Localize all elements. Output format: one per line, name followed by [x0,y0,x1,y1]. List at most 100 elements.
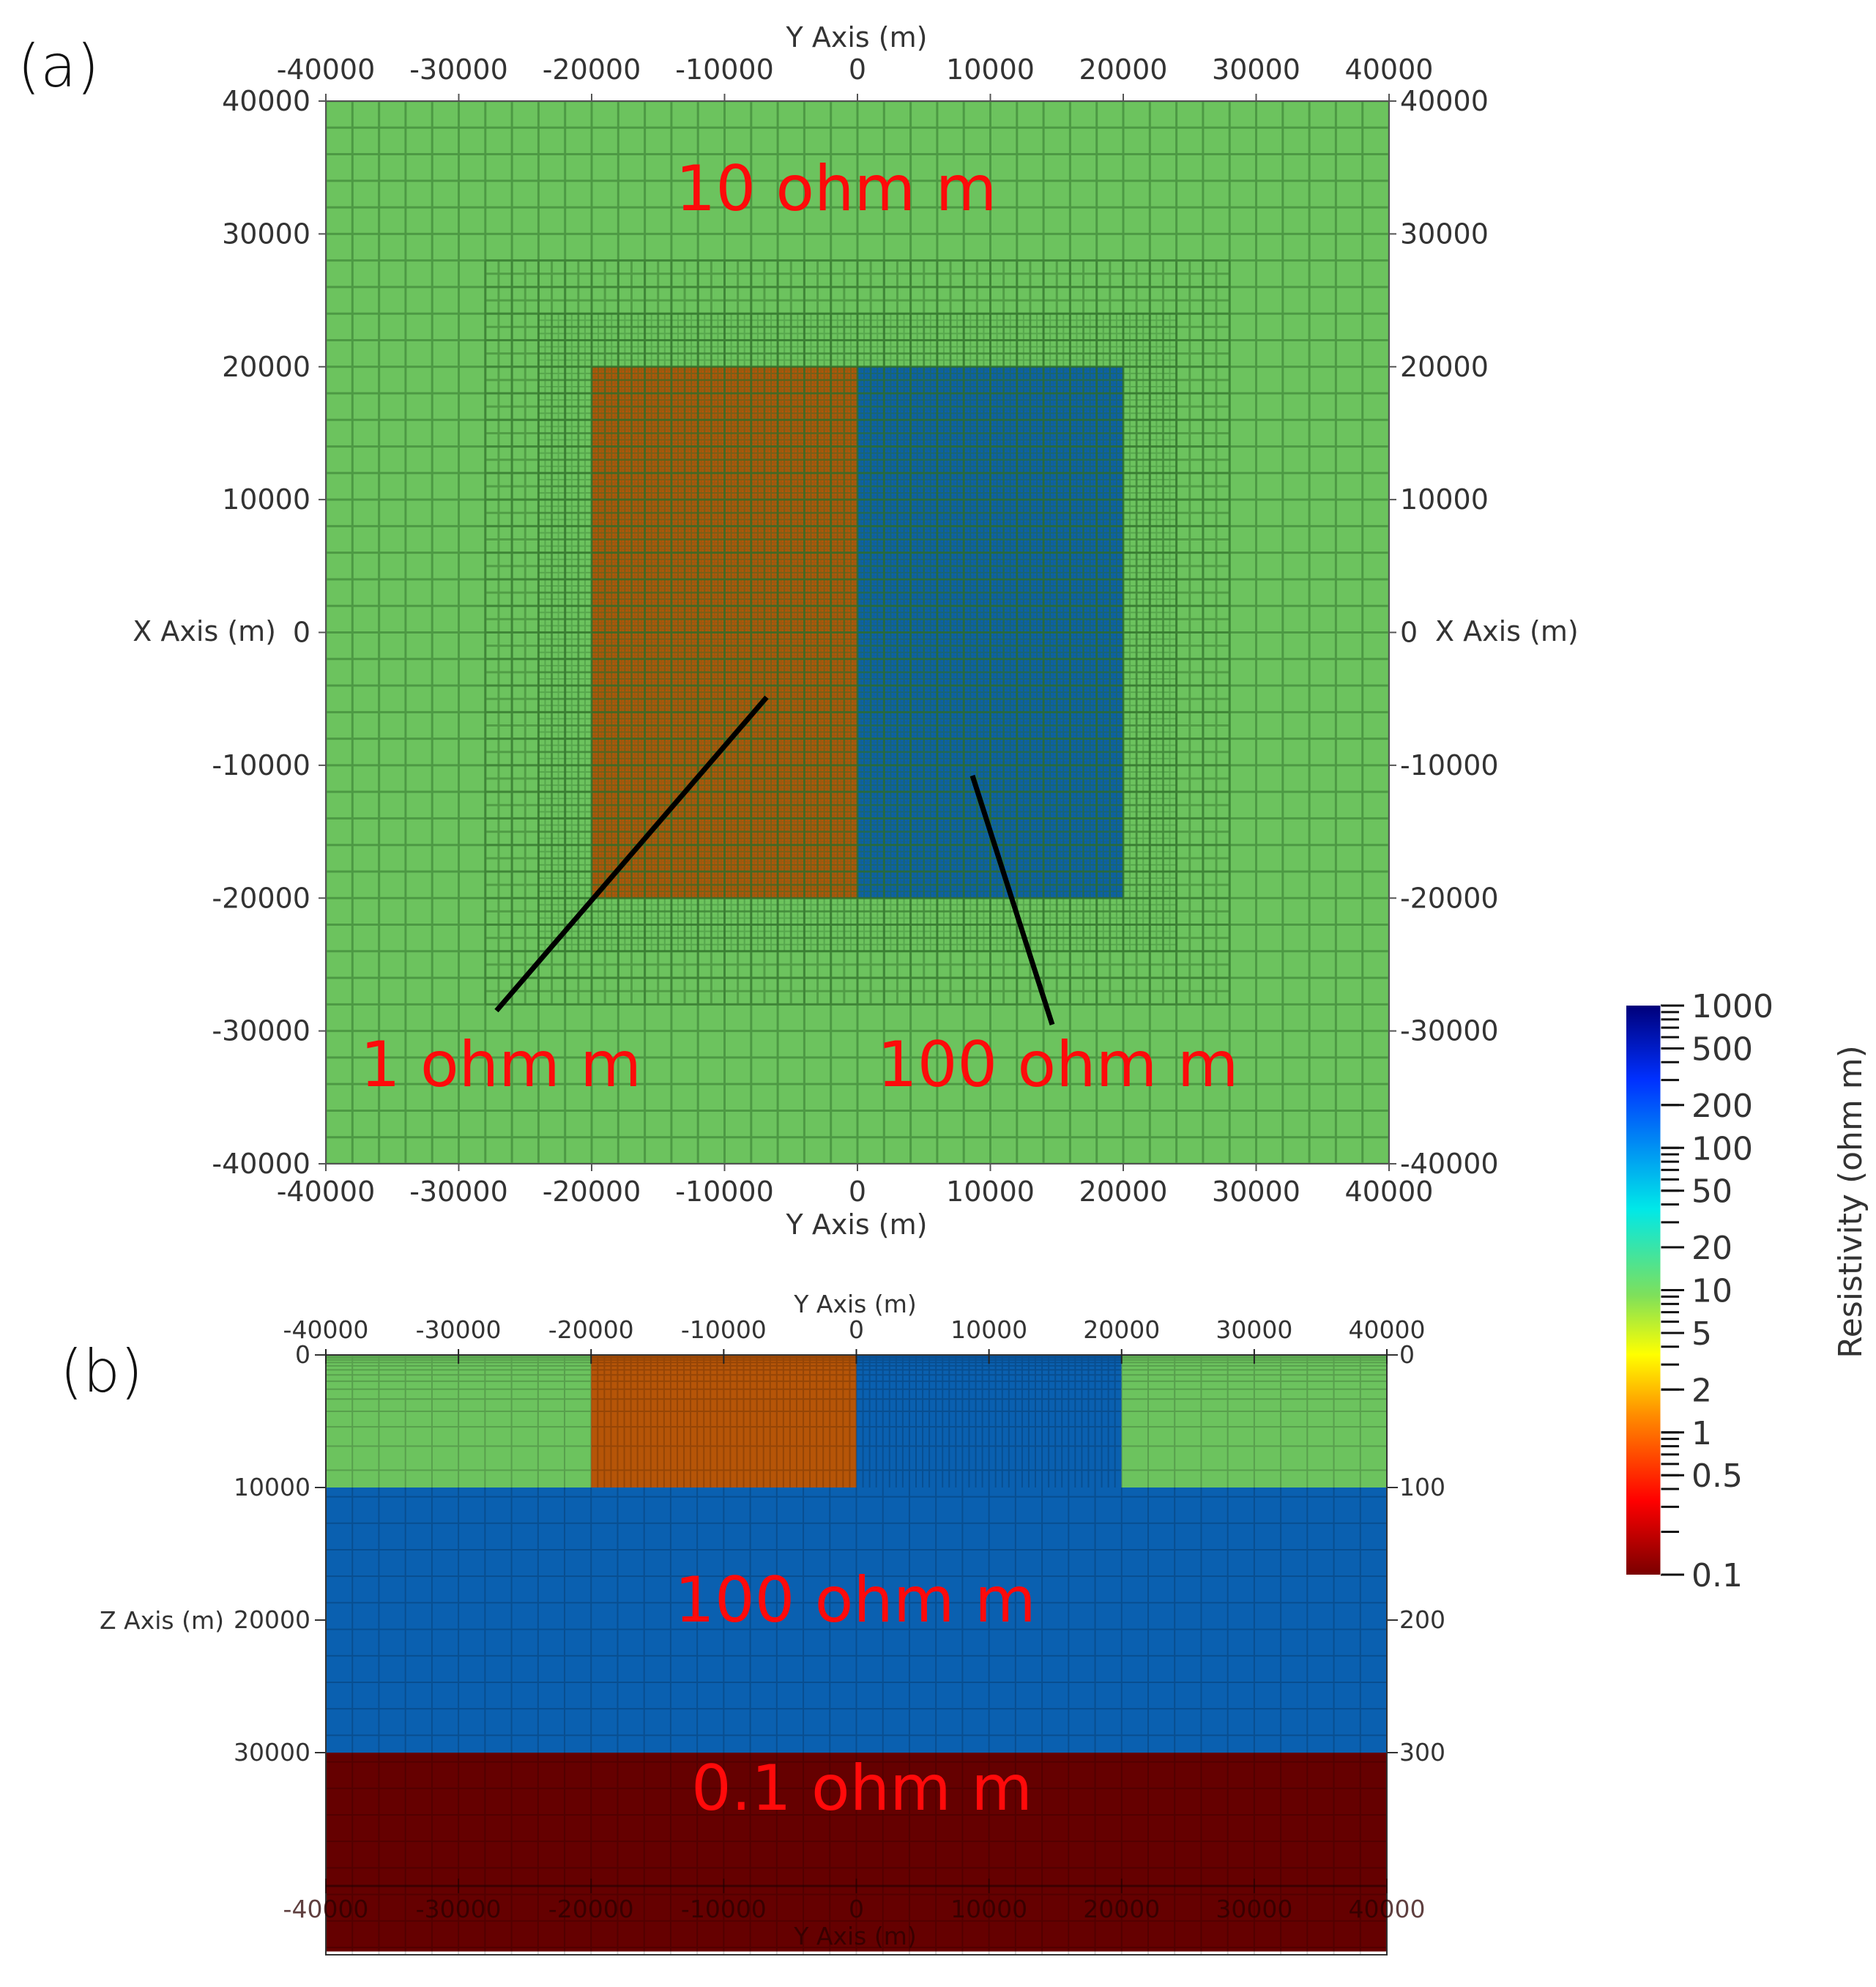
top-tick-label: -30000 [416,1315,502,1344]
layer-1-ohm [591,1355,857,1488]
right-tick-label: 300 [1399,1738,1445,1767]
top-tick-label: 20000 [1079,53,1168,86]
bottom-tick-label: -30000 [409,1176,508,1208]
bottom-tick-label: 0 [849,1895,864,1923]
annotation-0-1-ohm-layer: 0.1 ohm m [691,1752,1032,1825]
left-tick-label: -30000 [212,1015,310,1047]
bottom-tick-label: 40000 [1345,1176,1434,1208]
left-tick-label: 20000 [222,351,310,383]
bottom-tick-label: -20000 [543,1176,641,1208]
top-tick-label: 20000 [1083,1315,1160,1344]
top-tick-label: -30000 [409,53,508,86]
bottom-tick-label: -30000 [416,1895,502,1923]
left-tick-label: 10000 [234,1473,310,1501]
bottom-tick-label: 10000 [950,1895,1027,1923]
colorbar-tick-label: 500 [1691,1030,1753,1068]
left-tick-label: -40000 [212,1148,310,1180]
colorbar-tick-label: 100 [1691,1130,1753,1167]
colorbar-tick-label: 0.5 [1691,1457,1743,1495]
top-tick-label: 40000 [1345,53,1434,86]
layer-10-ohm [326,1355,592,1488]
bottom-tick-label: 10000 [946,1176,1035,1208]
left-tick-label: 20000 [234,1605,310,1634]
top-tick-label: 30000 [1212,53,1300,86]
colorbar-tick-label: 1 [1691,1415,1712,1452]
bottom-tick-label: -20000 [548,1895,634,1923]
colorbar-title: Resistivity (ohm m) [1832,1045,1869,1359]
panel-label-a: (a) [18,32,99,100]
panel-b-left-axis-title: Z Axis (m) [100,1606,224,1635]
right-tick-label: 100 [1399,1473,1445,1501]
top-tick-label: 0 [849,53,866,86]
mesh-lines [537,313,1177,952]
annotation-100-ohm-layer: 100 ohm m [674,1564,1036,1637]
panel-label-b: (b) [60,1337,143,1405]
colorbar-tick-label: 1000 [1691,988,1773,1025]
top-tick-label: 0 [849,1315,864,1344]
colorbar-tick-label: 10 [1691,1273,1732,1310]
left-tick-label: -20000 [212,882,310,914]
bottom-tick-label: 20000 [1083,1895,1160,1923]
left-tick-label: -10000 [212,749,310,781]
top-tick-label: -10000 [675,53,774,86]
right-tick-label: 40000 [1400,85,1489,117]
right-tick-label: -20000 [1400,882,1499,914]
top-tick-label: -20000 [548,1315,634,1344]
right-tick-label: -10000 [1400,749,1499,781]
top-tick-label: -20000 [543,53,641,86]
right-tick-label: 0 [1399,1340,1415,1369]
top-tick-label: 30000 [1216,1315,1292,1344]
left-tick-label: 30000 [222,218,310,250]
right-tick-label: 0 [1400,617,1418,649]
panel-a-bottom-axis-title: Y Axis (m) [786,1208,928,1241]
top-tick-label: 10000 [950,1315,1027,1344]
block-100-ohm [857,366,1123,899]
colorbar-gradient [1626,1006,1661,1575]
mesh-lines [484,259,1231,1006]
panel-b-plot: -40000 -40000 -30000 -30000 -20000 -20000 -100… [100,1290,1445,1956]
left-tick-label: 40000 [222,85,310,117]
left-tick-label: 0 [293,617,310,649]
annotation-10-ohm: 10 ohm m [676,152,997,226]
top-tick-label: 10000 [946,53,1035,86]
bottom-tick-label: 40000 [1349,1895,1426,1923]
mesh-lines [326,101,1389,1164]
mesh-lines [591,365,1124,899]
panel-a-left-axis-title: X Axis (m) [133,615,276,647]
panel-a-plot: -40000 -40000 -30000 -30000 -20000 -20000 -100… [133,21,1578,1241]
bottom-tick-label: 30000 [1212,1176,1300,1208]
left-tick-label: 10000 [222,483,310,516]
panel-b-top-axis-title: Y Axis (m) [793,1290,917,1318]
panel-a-right-axis-title: X Axis (m) [1435,615,1579,647]
bottom-tick-label: -10000 [681,1895,767,1923]
mesh-lines [326,1355,1387,1955]
colorbar: 1000 500 200 100 50 20 10 5 2 1 0.5 0.1 Resistivity… [1626,988,1869,1594]
right-tick-label: 30000 [1400,218,1489,250]
right-tick-label: 10000 [1400,483,1489,516]
bottom-tick-label: -40000 [283,1895,369,1923]
right-tick-label: 20000 [1400,351,1489,383]
colorbar-tick-label: 5 [1691,1315,1712,1353]
colorbar-tick-label: 200 [1691,1088,1753,1125]
bottom-tick-label: 0 [849,1176,866,1208]
colorbar-tick-label: 0.1 [1691,1557,1743,1594]
bottom-tick-label: -10000 [675,1176,774,1208]
left-tick-label: 0 [295,1340,310,1369]
layer-0-1-ohm [326,1753,1387,1952]
panel-b-bottom-axis-title: Y Axis (m) [793,1922,917,1950]
left-tick-label: 30000 [234,1738,310,1767]
layer-10-ohm [1121,1355,1387,1488]
right-tick-label: 200 [1399,1605,1445,1634]
layer-100-ohm [856,1355,1122,1488]
top-tick-label: -40000 [283,1315,369,1344]
pointer-line-100-ohm [969,774,1055,1026]
colorbar-tick-label: 20 [1691,1230,1732,1267]
bottom-tick-label: 20000 [1079,1176,1168,1208]
top-tick-label: -10000 [681,1315,767,1344]
block-1-ohm [592,366,857,899]
bottom-tick-label: 30000 [1216,1895,1292,1923]
annotation-1-ohm: 1 ohm m [360,1028,641,1102]
top-tick-label: -40000 [277,53,376,86]
right-tick-label: -40000 [1400,1148,1499,1180]
